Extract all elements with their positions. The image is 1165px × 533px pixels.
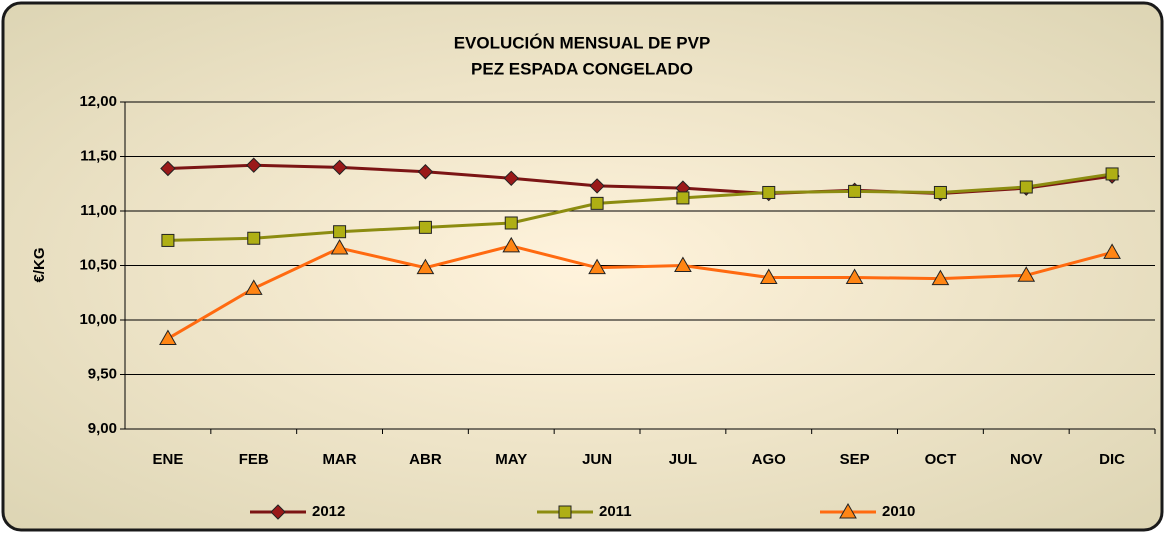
legend-label: 2010 bbox=[882, 503, 915, 520]
point bbox=[416, 258, 435, 275]
point bbox=[330, 239, 349, 255]
legend-marker bbox=[558, 505, 572, 519]
point bbox=[246, 157, 262, 173]
point bbox=[247, 231, 261, 245]
point bbox=[418, 220, 432, 234]
y-tick-label: 11,00 bbox=[80, 202, 117, 219]
x-tick-label: SEP bbox=[840, 451, 870, 468]
series-line bbox=[167, 172, 1113, 242]
point bbox=[417, 164, 434, 180]
point bbox=[848, 184, 862, 198]
point bbox=[933, 185, 947, 199]
legend-label: 2012 bbox=[312, 503, 345, 520]
point bbox=[1017, 266, 1036, 282]
point bbox=[160, 160, 176, 177]
x-tick-label: FEB bbox=[239, 451, 269, 468]
point bbox=[1105, 167, 1119, 181]
y-tick-label: 9,00 bbox=[88, 420, 117, 437]
x-tick-label: ABR bbox=[409, 451, 442, 468]
x-tick-label: JUN bbox=[582, 451, 612, 468]
x-tick-label: NOV bbox=[1010, 451, 1043, 468]
point bbox=[333, 225, 347, 239]
x-tick-label: ENE bbox=[152, 451, 183, 468]
legend-marker bbox=[270, 504, 286, 520]
x-tick-label: AGO bbox=[752, 451, 787, 468]
y-tick-label: 10,00 bbox=[79, 311, 117, 328]
point bbox=[674, 256, 692, 272]
y-tick-label: 11,50 bbox=[80, 147, 117, 164]
point bbox=[1019, 180, 1033, 194]
point bbox=[590, 196, 604, 210]
y-axis-label: €/KG bbox=[31, 247, 48, 282]
y-tick-label: 12,00 bbox=[79, 93, 117, 110]
point bbox=[931, 269, 950, 286]
y-tick-label: 10,50 bbox=[79, 256, 117, 273]
point bbox=[502, 236, 521, 253]
chart-subtitle: PEZ ESPADA CONGELADO bbox=[471, 59, 693, 78]
point bbox=[1103, 243, 1121, 259]
point bbox=[845, 268, 864, 284]
x-tick-label: OCT bbox=[925, 451, 957, 468]
x-tick-label: MAY bbox=[495, 451, 527, 468]
point bbox=[504, 216, 518, 230]
point bbox=[762, 185, 776, 199]
series-line bbox=[167, 244, 1113, 340]
point bbox=[244, 279, 263, 295]
x-tick-label: MAR bbox=[322, 451, 356, 468]
legend-marker bbox=[839, 502, 857, 519]
chart-title: EVOLUCIÓN MENSUAL DE PVP bbox=[454, 33, 711, 52]
point bbox=[161, 233, 175, 247]
point bbox=[676, 191, 690, 205]
point bbox=[503, 170, 519, 187]
legend-label: 2011 bbox=[599, 503, 632, 520]
point bbox=[331, 159, 348, 176]
point bbox=[159, 329, 177, 346]
point bbox=[759, 268, 778, 284]
point bbox=[589, 178, 605, 194]
point bbox=[588, 258, 606, 275]
y-tick-label: 9,50 bbox=[88, 365, 117, 382]
x-tick-label: DIC bbox=[1099, 451, 1125, 468]
x-tick-label: JUL bbox=[669, 451, 697, 468]
